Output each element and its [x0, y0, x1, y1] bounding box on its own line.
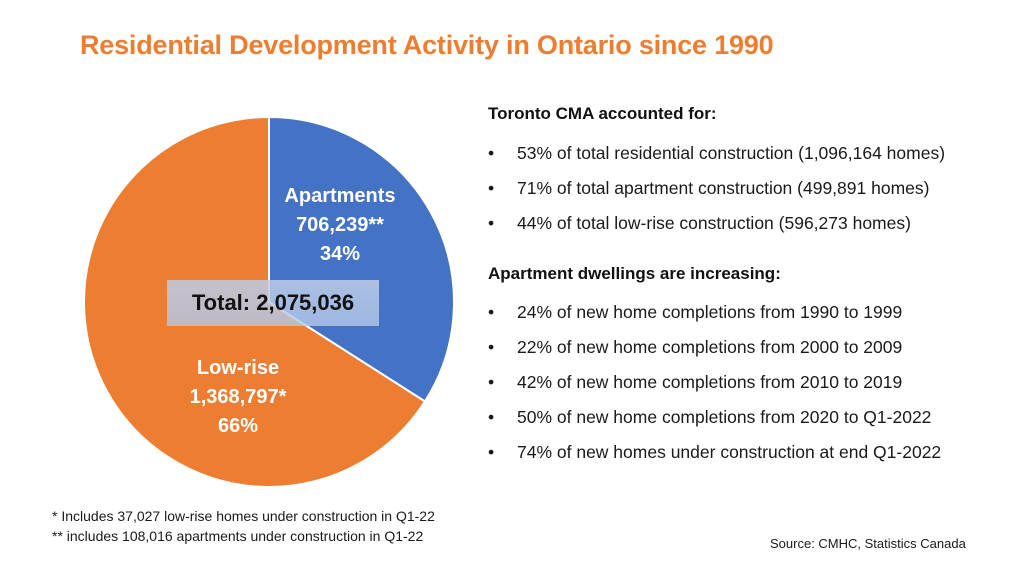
low-rise-value: 1,368,797* [189, 386, 287, 408]
apartments-value: 706,239** [296, 214, 384, 236]
low-rise-slice-label: Low-rise 1,368,797* 66% [168, 354, 308, 441]
apartments-name: Apartments [284, 185, 396, 207]
list-item-text: 53% of total residential construction (1… [517, 143, 946, 163]
total-label: Total: 2,075,036 [191, 290, 355, 315]
list-item-text: 71% of total apartment construction (499… [517, 178, 930, 198]
total-box: Total: 2,075,036 [167, 280, 379, 326]
slide-title: Residential Development Activity in Onta… [80, 30, 774, 60]
list-item-text: 22% of new home completions from 2000 to… [517, 337, 903, 357]
footnote-apartments: ** includes 108,016 apartments under con… [52, 528, 424, 544]
bullet-icon: • [488, 337, 495, 357]
bullet-icon: • [488, 178, 495, 198]
list-item-text: 24% of new home completions from 1990 to… [517, 302, 903, 322]
apartment-heading: Apartment dwellings are increasing: [488, 264, 781, 283]
bullet-icon: • [488, 442, 495, 462]
apartments-slice-label: Apartments 706,239** 34% [270, 182, 410, 269]
list-item-text: 44% of total low-rise construction (596,… [517, 213, 911, 233]
footnote-low-rise: * Includes 37,027 low-rise homes under c… [52, 508, 435, 524]
low-rise-percent: 66% [217, 415, 259, 437]
list-item-text: 42% of new home completions from 2010 to… [517, 372, 903, 392]
low-rise-name: Low-rise [196, 357, 280, 379]
bullet-icon: • [488, 407, 495, 427]
source-note: Source: CMHC, Statistics Canada [770, 536, 966, 551]
apartments-percent: 34% [319, 243, 361, 265]
list-item-text: 74% of new homes under construction at e… [517, 442, 942, 462]
bullet-icon: • [488, 302, 495, 322]
list-item-text: 50% of new home completions from 2020 to… [517, 407, 932, 427]
toronto-heading: Toronto CMA accounted for: [488, 104, 717, 123]
bullet-icon: • [488, 213, 495, 233]
bullet-icon: • [488, 143, 495, 163]
bullet-icon: • [488, 372, 495, 392]
